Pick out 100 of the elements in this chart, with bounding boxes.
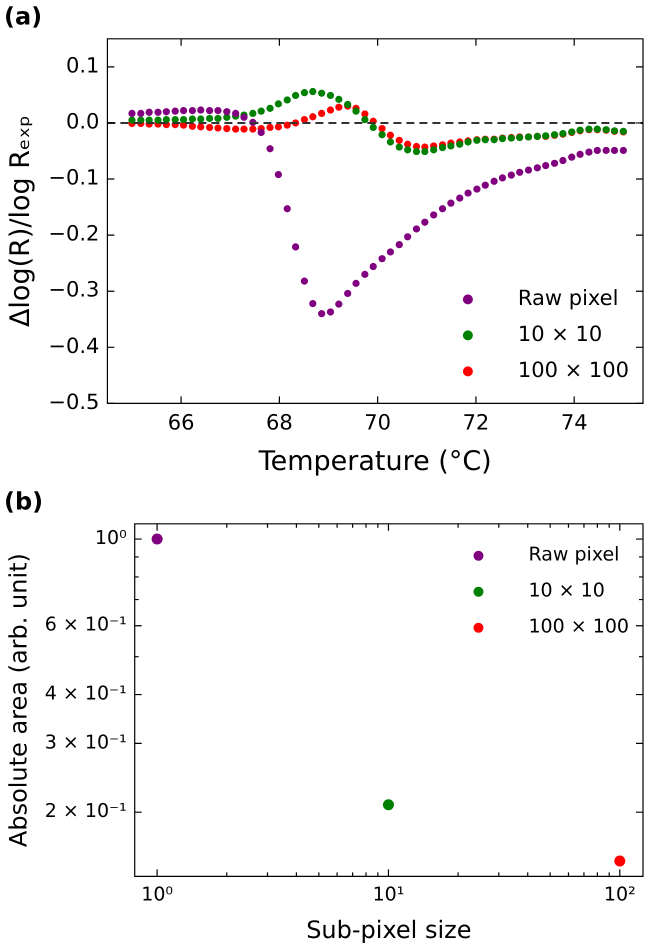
point <box>508 172 515 179</box>
point <box>232 110 240 118</box>
point <box>412 148 420 156</box>
point <box>172 108 179 115</box>
point <box>197 123 204 130</box>
point <box>154 116 162 124</box>
point <box>421 148 428 156</box>
point <box>576 150 584 158</box>
point <box>396 143 403 151</box>
point <box>214 124 222 132</box>
y-tick-label: 0.0 <box>66 109 100 134</box>
point <box>249 126 256 133</box>
point <box>206 114 214 122</box>
y-tick-label: −0.4 <box>48 334 100 358</box>
legend-label: 10 × 10 <box>518 322 602 346</box>
point <box>309 88 316 96</box>
y-tick-label: 4 × 10⁻¹ <box>44 682 127 704</box>
point <box>309 113 316 120</box>
x-tick-label: 10¹ <box>372 884 404 906</box>
point <box>292 92 300 100</box>
point <box>568 154 576 161</box>
point <box>292 243 300 251</box>
point <box>438 205 446 212</box>
point <box>473 186 481 193</box>
point <box>300 116 308 124</box>
point <box>223 108 230 116</box>
point <box>284 96 291 104</box>
x-axis-title: Temperature (°C) <box>258 446 492 477</box>
point <box>386 138 394 146</box>
legend-label: 100 × 100 <box>528 616 629 638</box>
point <box>274 170 282 178</box>
point <box>266 145 274 152</box>
point <box>206 107 214 114</box>
x-tick-label: 66 <box>168 410 194 434</box>
point <box>146 108 153 116</box>
point <box>352 108 360 115</box>
point <box>361 116 368 124</box>
point <box>318 110 326 118</box>
point <box>318 310 326 318</box>
y-tick-label: 6 × 10⁻¹ <box>44 614 127 636</box>
point <box>274 100 282 108</box>
point <box>284 122 291 129</box>
point <box>188 107 196 114</box>
point <box>610 146 618 154</box>
x-tick-label: 72 <box>462 410 490 434</box>
x-tick-label: 10² <box>604 884 636 906</box>
point <box>300 89 308 96</box>
point <box>378 255 386 262</box>
y-axis-title: Absolute area (arb. unit) <box>4 553 33 848</box>
point <box>456 194 464 202</box>
x-tick-label: 74 <box>560 410 588 434</box>
y-tick-label: −0.2 <box>48 222 100 246</box>
point <box>309 300 316 308</box>
point <box>335 96 342 103</box>
legend-label: 100 × 100 <box>518 358 630 382</box>
chart-title: (b) <box>4 488 44 516</box>
point <box>335 300 342 308</box>
point <box>378 124 386 132</box>
point <box>430 146 438 154</box>
point <box>180 116 188 124</box>
point <box>266 104 274 112</box>
legend-label: 10 × 10 <box>528 580 605 602</box>
point <box>274 123 282 130</box>
point <box>223 124 230 132</box>
point <box>396 136 403 144</box>
point <box>180 107 188 114</box>
point <box>620 146 627 154</box>
point <box>585 148 593 156</box>
point <box>542 162 550 170</box>
point <box>482 182 489 189</box>
point <box>128 110 136 118</box>
point <box>300 278 308 285</box>
point <box>386 132 394 139</box>
y-tick-label: 2 × 10⁻¹ <box>44 800 127 822</box>
point <box>516 168 524 176</box>
point <box>326 308 334 316</box>
y-tick-label: −0.1 <box>48 165 100 190</box>
point <box>206 124 214 132</box>
point <box>534 164 541 172</box>
point <box>137 110 144 118</box>
point <box>128 116 136 124</box>
point <box>412 225 420 233</box>
point <box>550 160 558 167</box>
x-tick-label: 10⁰ <box>141 884 174 906</box>
point <box>162 108 170 116</box>
point <box>404 146 412 154</box>
legend-label: Raw pixel <box>518 286 618 310</box>
point <box>361 270 368 278</box>
point <box>498 174 506 182</box>
point <box>352 280 360 287</box>
point <box>232 126 240 133</box>
point <box>197 115 204 123</box>
point <box>524 166 532 174</box>
point <box>490 178 498 185</box>
point <box>318 90 326 97</box>
point <box>162 116 170 124</box>
point <box>154 108 162 116</box>
point <box>464 189 472 197</box>
point <box>335 104 342 111</box>
point <box>284 205 291 212</box>
